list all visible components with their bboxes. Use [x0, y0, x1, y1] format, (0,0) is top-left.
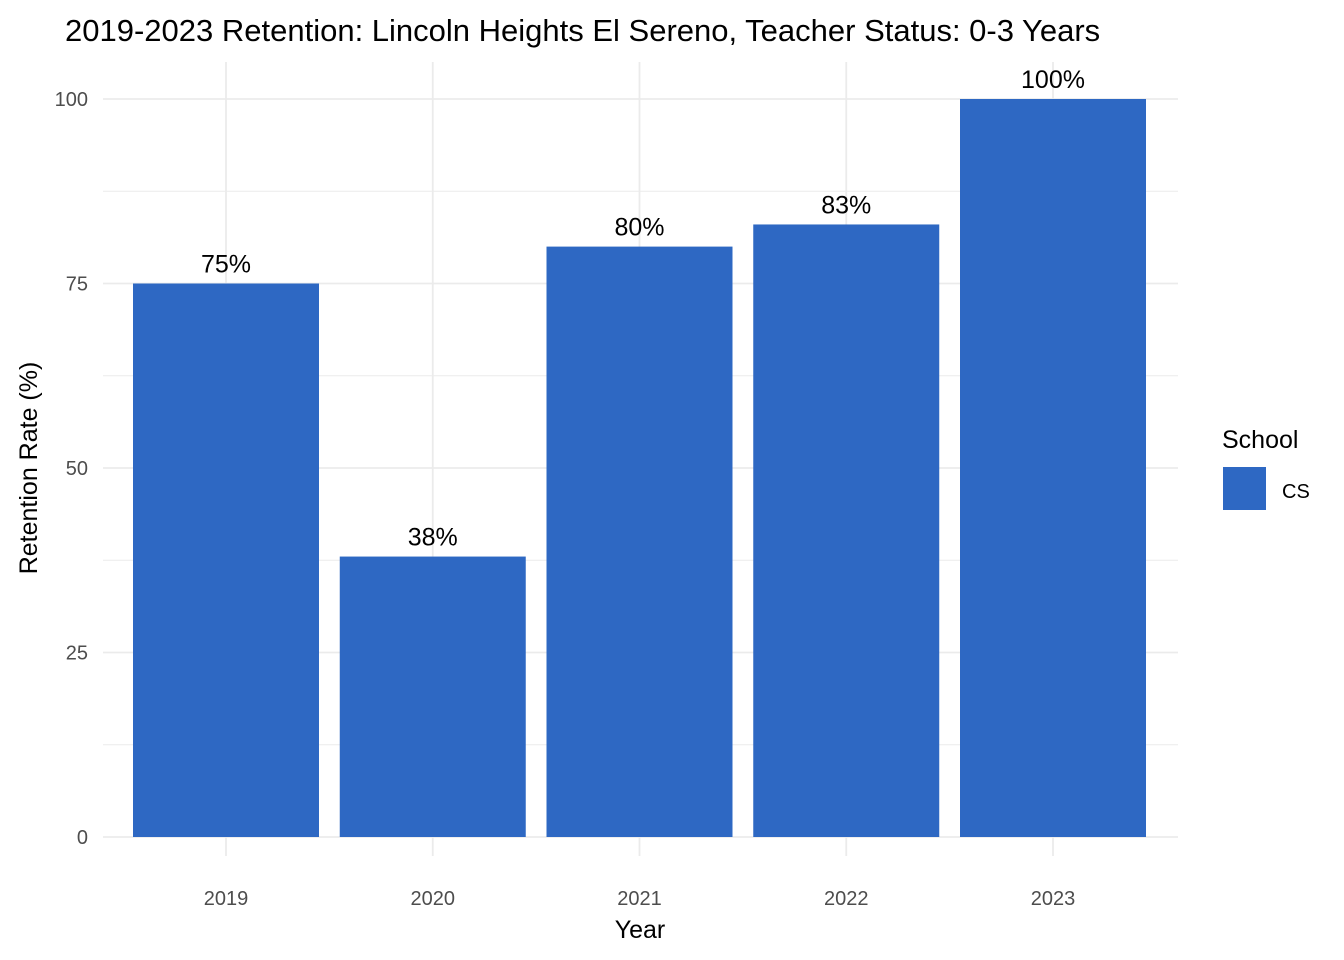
bar-label-2023: 100%: [1021, 66, 1085, 94]
y-tick-label: 100: [55, 89, 88, 111]
x-tick-label-2021: 2021: [617, 888, 662, 910]
legend-title: School: [1222, 426, 1298, 454]
bar-2020: [339, 556, 526, 837]
bar-value-labels: 75% 38% 80% 83% 100%: [201, 66, 1085, 552]
x-tick-label-2020: 2020: [411, 888, 456, 910]
bars: [133, 99, 1146, 838]
bar-label-2021: 80%: [614, 214, 664, 242]
bar-2021: [546, 246, 733, 838]
bar-label-2022: 83%: [821, 191, 871, 219]
x-axis-ticks: 2019 2020 2021 2022 2023: [204, 888, 1076, 910]
y-tick-label: 50: [66, 458, 88, 480]
legend-label-cs: CS: [1282, 481, 1310, 503]
x-tick-label-2023: 2023: [1031, 888, 1076, 910]
y-tick-label: 75: [66, 274, 88, 296]
legend: School CS: [1222, 426, 1310, 510]
y-axis-ticks: 0 25 50 75 100: [55, 89, 88, 849]
bar-label-2020: 38%: [408, 524, 458, 552]
legend-key-cs: [1223, 467, 1266, 510]
bar-2023: [960, 99, 1146, 837]
y-tick-label: 25: [66, 643, 88, 665]
y-tick-label: 0: [77, 827, 88, 849]
x-tick-label-2019: 2019: [204, 888, 249, 910]
y-axis-title: Retention Rate (%): [15, 362, 43, 575]
x-tick-label-2022: 2022: [824, 888, 869, 910]
bar-label-2019: 75%: [201, 251, 251, 279]
bar-2019: [133, 283, 319, 837]
chart-title: 2019-2023 Retention: Lincoln Heights El …: [65, 13, 1100, 48]
x-axis-title: Year: [615, 916, 666, 944]
bar-2022: [753, 224, 940, 837]
